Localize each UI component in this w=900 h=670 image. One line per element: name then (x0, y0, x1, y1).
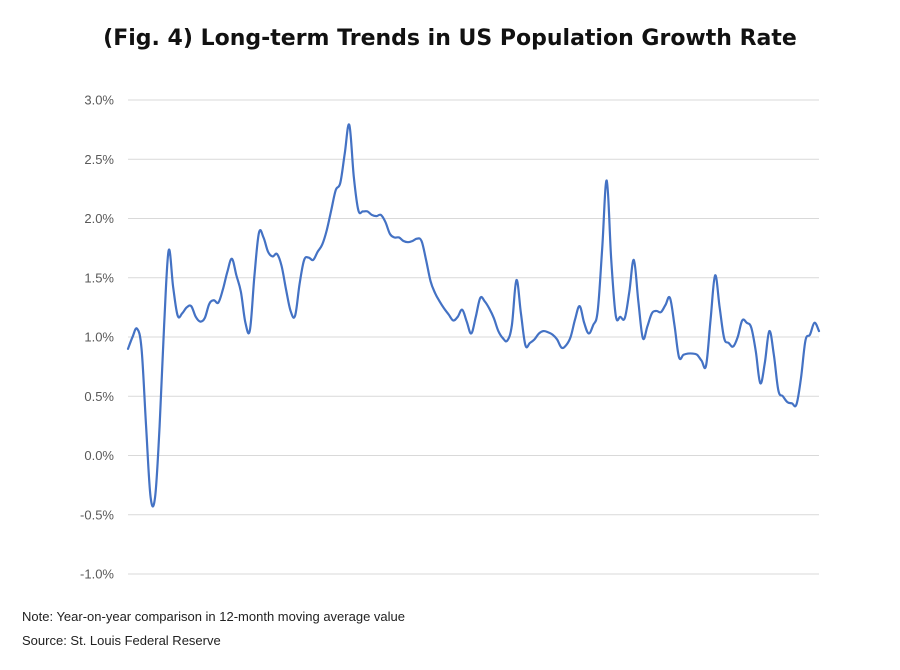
line-chart: 3.0% 2.5% 2.0% 1.5% 1.0% 0.5% 0.0% -0.5% -1.0% (80, 93, 821, 582)
series-line (126, 123, 821, 508)
y-tick-label: 1.5% (84, 270, 114, 285)
y-tick-label: 0.0% (84, 448, 114, 463)
chart-source: Source: St. Louis Federal Reserve (22, 633, 221, 648)
chart-note: Note: Year-on-year comparison in 12-mont… (22, 609, 405, 624)
y-tick-label: 3.0% (84, 93, 114, 108)
y-tick-label: 0.5% (84, 389, 114, 404)
y-tick-label: 2.0% (84, 211, 114, 226)
y-tick-label: 2.5% (84, 152, 114, 167)
y-tick-label: 1.0% (84, 330, 114, 345)
series-layer (126, 123, 821, 508)
y-axis-tick-labels: 3.0% 2.5% 2.0% 1.5% 1.0% 0.5% 0.0% -0.5% -1.0% (80, 93, 114, 582)
chart-title: (Fig. 4) Long-term Trends in US Populati… (103, 26, 797, 51)
y-tick-label: -1.0% (80, 567, 114, 582)
y-tick-label: -0.5% (80, 507, 114, 522)
gridlines (128, 99, 819, 575)
